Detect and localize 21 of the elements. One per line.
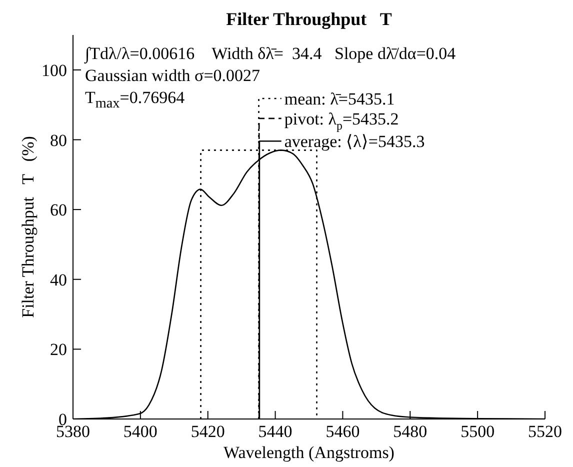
x-axis-title: Wavelength (Angstroms) [224,443,394,462]
y-axis-title: Filter Throughput T (%) [18,136,38,318]
y-tick-label: 80 [50,130,67,150]
x-tick-label: 5500 [460,422,495,442]
y-tick-label: 100 [42,60,67,80]
x-tick-label: 5440 [258,422,292,442]
x-tick-label: 5460 [326,422,360,442]
x-tick-label: 5400 [123,422,158,442]
annotation: Gaussian width σ=0.0027 [85,65,260,87]
x-tick-label: 5520 [528,422,562,442]
series-label: mean: λ̄=5435.1 [284,89,395,108]
annotation: T$_{max}$=0.76964 [85,87,185,114]
series-label: average: ⟨λ⟩=5435.3 [284,132,425,151]
chart-title: Filter Throughput T [225,8,393,30]
x-tick-label: 5480 [393,422,428,442]
x-tick-label: 5420 [190,422,225,442]
y-tick-label: 40 [50,270,67,290]
series-label: pivot: λ$_{p}$=5435.2 [284,108,399,132]
y-tick-label: 20 [50,340,67,360]
y-tick-label: 60 [50,200,67,220]
annotation: ∫Tdλ/λ=0.00616 Width δλ̄= 34.4 Slope dλ̄/dα=0.04 [85,43,456,65]
